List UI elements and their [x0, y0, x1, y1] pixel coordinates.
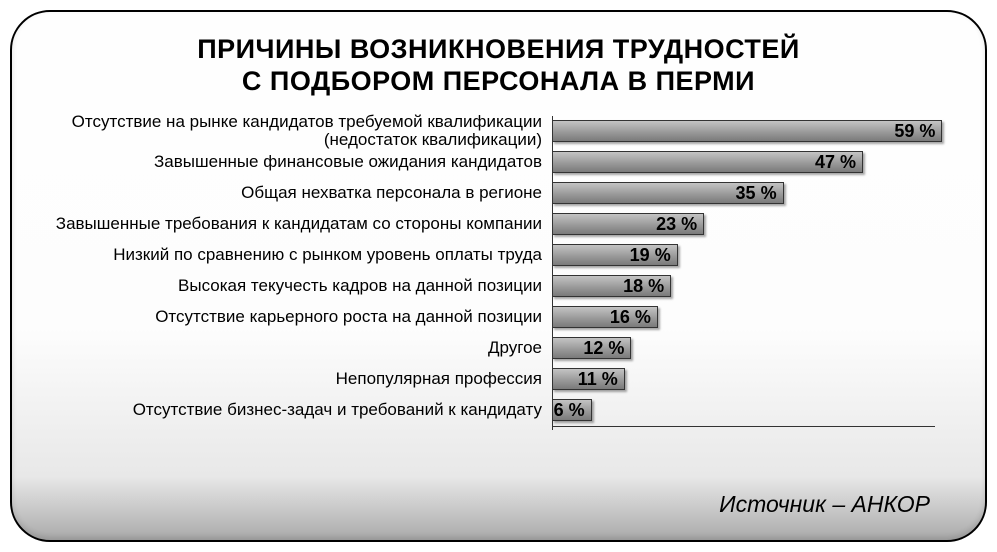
source-label: Источник – АНКОР [719, 491, 930, 518]
bar-track: 47 % [552, 147, 955, 178]
x-axis-line [552, 426, 935, 427]
chart-row: Общая нехватка персонала в регионе 35 % [42, 178, 955, 209]
chart-row: Другое 12 % [42, 333, 955, 364]
bar-value-label: 59 % [894, 121, 935, 142]
chart-rows: Отсутствие на рынке кандидатов требуемой… [42, 116, 955, 426]
category-label: Общая нехватка персонала в регионе [42, 184, 552, 202]
y-axis-line [552, 116, 553, 430]
chart-row: Завышенные финансовые ожидания кандидато… [42, 147, 955, 178]
category-label: Высокая текучесть кадров на данной позиц… [42, 277, 552, 295]
bar-track: 23 % [552, 209, 955, 240]
category-label: Другое [42, 339, 552, 357]
chart-row: Низкий по сравнению с рынком уровень опл… [42, 240, 955, 271]
bar-track: 11 % [552, 364, 955, 395]
bar-value-label: 47 % [815, 152, 856, 173]
bar-value-label: 6 % [554, 400, 585, 421]
bar: 18 % [552, 275, 671, 297]
bar: 6 % [552, 399, 592, 421]
bar: 19 % [552, 244, 678, 266]
chart-row: Высокая текучесть кадров на данной позиц… [42, 271, 955, 302]
bar-track: 19 % [552, 240, 955, 271]
category-label: Отсутствие на рынке кандидатов требуемой… [42, 113, 552, 149]
bar-track: 16 % [552, 302, 955, 333]
bar-value-label: 19 % [630, 245, 671, 266]
category-label: Завышенные требования к кандидатам со ст… [42, 215, 552, 233]
bar-value-label: 12 % [583, 338, 624, 359]
chart-title: ПРИЧИНЫ ВОЗНИКНОВЕНИЯ ТРУДНОСТЕЙ С ПОДБО… [42, 34, 955, 98]
bar-value-label: 11 % [578, 369, 618, 390]
bar-chart: Отсутствие на рынке кандидатов требуемой… [42, 116, 955, 426]
bar-value-label: 16 % [610, 307, 651, 328]
bar-track: 18 % [552, 271, 955, 302]
bar-track: 35 % [552, 178, 955, 209]
bar-value-label: 18 % [623, 276, 664, 297]
bar: 11 % [552, 368, 625, 390]
chart-row: Непопулярная профессия 11 % [42, 364, 955, 395]
bar: 12 % [552, 337, 631, 359]
title-line-2: С ПОДБОРОМ ПЕРСОНАЛА В ПЕРМИ [42, 66, 955, 98]
chart-card: ПРИЧИНЫ ВОЗНИКНОВЕНИЯ ТРУДНОСТЕЙ С ПОДБО… [10, 10, 987, 542]
bar: 47 % [552, 151, 863, 173]
bar-track: 12 % [552, 333, 955, 364]
bar-track: 6 % [552, 395, 955, 426]
title-line-1: ПРИЧИНЫ ВОЗНИКНОВЕНИЯ ТРУДНОСТЕЙ [42, 34, 955, 66]
bar: 23 % [552, 213, 704, 235]
category-label: Отсутствие карьерного роста на данной по… [42, 308, 552, 326]
bar: 59 % [552, 120, 942, 142]
bar: 35 % [552, 182, 784, 204]
chart-row: Завышенные требования к кандидатам со ст… [42, 209, 955, 240]
bar: 16 % [552, 306, 658, 328]
chart-row: Отсутствие на рынке кандидатов требуемой… [42, 116, 955, 147]
category-label: Завышенные финансовые ожидания кандидато… [42, 153, 552, 171]
bar-value-label: 35 % [736, 183, 777, 204]
category-label: Непопулярная профессия [42, 370, 552, 388]
bar-track: 59 % [552, 116, 955, 147]
category-label: Отсутствие бизнес-задач и требований к к… [42, 401, 552, 419]
chart-row: Отсутствие карьерного роста на данной по… [42, 302, 955, 333]
category-label: Низкий по сравнению с рынком уровень опл… [42, 246, 552, 264]
bar-value-label: 23 % [656, 214, 697, 235]
chart-row: Отсутствие бизнес-задач и требований к к… [42, 395, 955, 426]
